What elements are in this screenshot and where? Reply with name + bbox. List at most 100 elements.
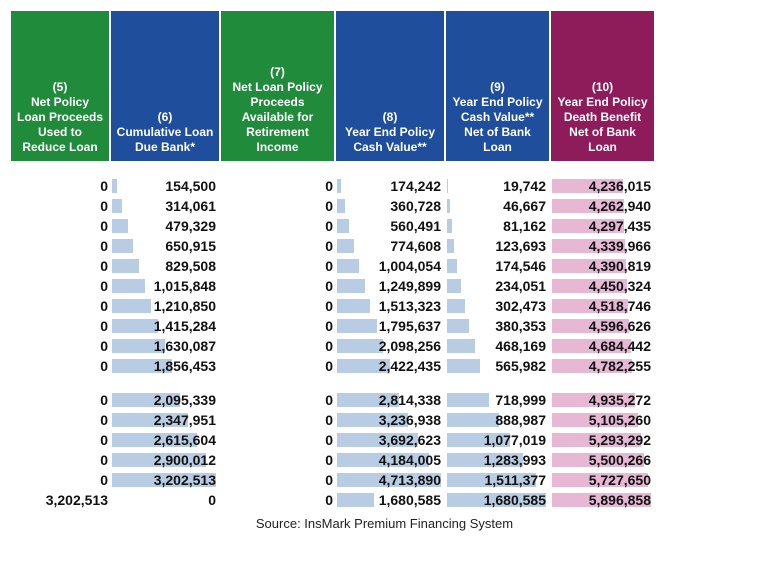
column-title: Net Loan Policy Proceeds Available for R… — [225, 80, 330, 155]
cell-c9: 1,077,019 — [445, 430, 550, 450]
column-number: (7) — [270, 65, 285, 80]
column-c6: (6)Cumulative Loan Due Bank*154,500314,0… — [110, 10, 220, 510]
cell-value: 0 — [100, 298, 108, 314]
cell-value: 380,353 — [495, 318, 548, 334]
cell-c6: 1,210,850 — [110, 296, 220, 316]
cell-c5: 0 — [10, 256, 110, 276]
data-bar — [112, 179, 117, 193]
cell-c8: 3,692,623 — [335, 430, 445, 450]
cell-c9: 234,051 — [445, 276, 550, 296]
cell-value: 0 — [100, 432, 108, 448]
cell-value: 650,915 — [165, 238, 218, 254]
cell-value: 0 — [325, 452, 333, 468]
data-bar — [447, 359, 480, 373]
cell-c5: 0 — [10, 470, 110, 490]
cell-value: 565,982 — [495, 358, 548, 374]
cell-value: 1,680,585 — [484, 492, 548, 508]
cell-c5: 0 — [10, 390, 110, 410]
cell-value: 4,297,435 — [589, 218, 653, 234]
cell-c9: 718,999 — [445, 390, 550, 410]
cell-value: 174,242 — [390, 178, 443, 194]
cell-value: 3,202,513 — [46, 492, 108, 508]
cell-c8: 360,728 — [335, 196, 445, 216]
cell-value: 1,249,899 — [379, 278, 443, 294]
cell-value: 234,051 — [495, 278, 548, 294]
cell-value: 81,162 — [503, 218, 548, 234]
section-gap — [10, 376, 110, 390]
cell-value: 0 — [100, 338, 108, 354]
cell-value: 4,518,746 — [589, 298, 653, 314]
data-bar — [447, 219, 452, 233]
cell-value: 1,077,019 — [484, 432, 548, 448]
cell-value: 4,184,005 — [379, 452, 443, 468]
cell-c8: 2,814,338 — [335, 390, 445, 410]
cell-value: 5,105,260 — [589, 412, 653, 428]
column-c8: (8)Year End Policy Cash Value**174,24236… — [335, 10, 445, 510]
cell-c6: 829,508 — [110, 256, 220, 276]
cell-c9: 888,987 — [445, 410, 550, 430]
cell-c8: 4,184,005 — [335, 450, 445, 470]
cell-c10: 4,262,940 — [550, 196, 655, 216]
financing-table: (5)Net Policy Loan Proceeds Used to Redu… — [10, 10, 759, 510]
cell-c10: 4,339,966 — [550, 236, 655, 256]
cell-c8: 560,491 — [335, 216, 445, 236]
cell-value: 0 — [100, 358, 108, 374]
cell-value: 4,390,819 — [589, 258, 653, 274]
cell-value: 0 — [325, 432, 333, 448]
cell-c8: 174,242 — [335, 176, 445, 196]
cell-c10: 4,518,746 — [550, 296, 655, 316]
data-bar — [447, 239, 454, 253]
cell-value: 0 — [325, 412, 333, 428]
cell-c8: 2,098,256 — [335, 336, 445, 356]
cell-c10: 4,596,626 — [550, 316, 655, 336]
cell-c9: 468,169 — [445, 336, 550, 356]
cell-c6: 479,329 — [110, 216, 220, 236]
column-number: (10) — [592, 80, 613, 95]
data-bar — [112, 279, 145, 293]
cell-c7: 0 — [220, 410, 335, 430]
cell-c10: 5,293,292 — [550, 430, 655, 450]
cell-c10: 4,297,435 — [550, 216, 655, 236]
cell-value: 1,283,993 — [484, 452, 548, 468]
cell-value: 4,236,015 — [589, 178, 653, 194]
cell-value: 46,667 — [503, 198, 548, 214]
cell-value: 4,782,255 — [589, 358, 653, 374]
cell-c7: 0 — [220, 336, 335, 356]
cell-c9: 19,742 — [445, 176, 550, 196]
cell-value: 5,293,292 — [589, 432, 653, 448]
cell-c5: 0 — [10, 336, 110, 356]
cell-c7: 0 — [220, 236, 335, 256]
cell-value: 774,608 — [390, 238, 443, 254]
cell-value: 19,742 — [503, 178, 548, 194]
cell-value: 0 — [208, 492, 218, 508]
cell-c6: 1,015,848 — [110, 276, 220, 296]
cell-value: 5,500,266 — [589, 452, 653, 468]
cell-c9: 565,982 — [445, 356, 550, 376]
cell-value: 0 — [325, 358, 333, 374]
data-bar — [112, 299, 151, 313]
cell-c8: 2,422,435 — [335, 356, 445, 376]
cell-value: 0 — [325, 472, 333, 488]
cell-c10: 5,896,858 — [550, 490, 655, 510]
cell-c9: 302,473 — [445, 296, 550, 316]
cell-c6: 1,856,453 — [110, 356, 220, 376]
cell-value: 0 — [325, 392, 333, 408]
data-bar — [337, 299, 370, 313]
column-c9: (9)Year End Policy Cash Value** Net of B… — [445, 10, 550, 510]
data-bar — [447, 279, 461, 293]
cell-value: 4,596,626 — [589, 318, 653, 334]
data-bar — [447, 259, 457, 273]
cell-c7: 0 — [220, 176, 335, 196]
cell-c9: 46,667 — [445, 196, 550, 216]
cell-value: 0 — [325, 298, 333, 314]
cell-c5: 0 — [10, 356, 110, 376]
cell-c9: 123,693 — [445, 236, 550, 256]
cell-value: 2,900,012 — [154, 452, 218, 468]
data-bar — [337, 239, 354, 253]
cell-c8: 1,249,899 — [335, 276, 445, 296]
cell-c10: 5,105,260 — [550, 410, 655, 430]
column-title: Year End Policy Cash Value** — [340, 125, 440, 155]
cell-value: 0 — [100, 198, 108, 214]
cell-c5: 0 — [10, 316, 110, 336]
cell-c7: 0 — [220, 356, 335, 376]
